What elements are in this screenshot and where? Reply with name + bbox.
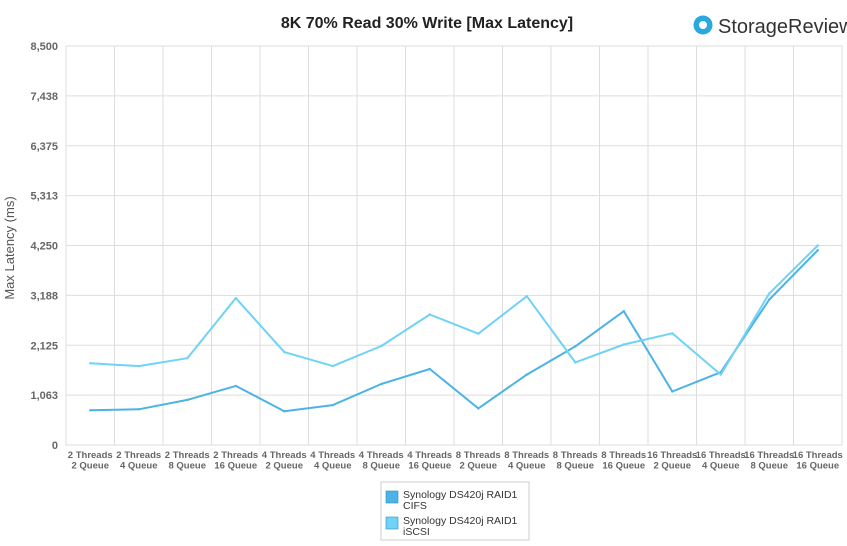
data-point [768,298,771,301]
data-point [380,344,383,348]
data-point [525,373,528,376]
data-point [186,398,189,402]
x-tick-label: 8 Threads 4 Queue [504,450,549,472]
x-tick-label: 2 Threads 8 Queue [165,450,210,472]
data-point [816,244,819,247]
y-tick-label: 6,375 [30,141,58,153]
data-point [234,384,237,388]
x-tick-label: 16 Threads 2 Queue [647,450,697,472]
chart-title: 8K 70% Read 30% Write [Max Latency] [281,15,573,32]
x-tick-label: 8 Threads 8 Queue [553,450,598,472]
data-point [137,364,140,368]
data-point [574,361,577,364]
data-point [477,332,480,335]
data-point [283,410,286,413]
data-point [283,350,286,354]
x-tick-label: 16 Threads 4 Queue [696,450,746,472]
x-tick-label: 4 Threads 2 Queue [262,450,307,472]
data-point [234,296,237,300]
data-point [816,249,819,252]
data-point [525,295,528,298]
data-point [89,409,92,412]
y-tick-label: 7,438 [30,91,58,103]
data-point [622,310,625,313]
data-point [671,332,674,335]
x-tick-label: 16 Threads 8 Queue [744,450,794,472]
x-tick-label: 8 Threads 2 Queue [456,450,501,472]
y-axis-label: Max Latency (ms) [2,196,17,299]
data-point [671,390,674,393]
series-line-1 [90,249,819,413]
y-tick-label: 2,125 [30,340,58,352]
data-point [331,403,334,407]
legend-swatch [385,516,399,530]
data-point [574,345,577,348]
legend-entry: Synology DS420j RAID1 iSCSI [403,515,518,538]
data-point [768,292,771,295]
x-tick-label: 2 Threads 16 Queue [213,450,258,472]
data-point [622,343,625,346]
data-point [331,364,334,368]
x-tick-label: 4 Threads 16 Queue [407,450,452,472]
x-tick-label: 2 Threads 4 Queue [116,450,161,472]
x-tick-label: 2 Threads 2 Queue [68,450,113,472]
x-tick-label: 16 Threads 16 Queue [793,450,843,472]
data-point [89,362,92,365]
data-point [137,408,140,411]
x-tick-label: 8 Threads 16 Queue [601,450,646,472]
y-tick-label: 5,313 [30,191,58,203]
series-lines [89,244,819,413]
grid [65,45,843,446]
legend-entry: Synology DS420j RAID1 CIFS [403,489,518,512]
y-tick-label: 1,063 [30,390,58,402]
data-point [380,382,383,386]
legend-swatch [385,490,399,504]
data-point [186,357,189,360]
brand-name: StorageReview [718,16,847,38]
y-tick-labels: 0 1,063 2,125 3,188 4,250 5,313 6,375 7,438 8,50… [30,41,58,452]
y-tick-label: 8,500 [30,41,58,53]
storagereview-logo-icon [693,15,713,35]
data-point [477,407,480,410]
data-point [428,313,431,316]
data-point [428,367,431,371]
brand-logo: StorageReview [693,15,847,38]
legend-box [380,481,530,541]
y-tick-label: 3,188 [30,290,58,302]
x-tick-label: 4 Threads 8 Queue [359,450,404,472]
y-tick-label: 0 [52,440,58,452]
y-tick-label: 4,250 [30,241,58,253]
data-point [719,373,722,376]
series-line-2 [90,244,819,376]
x-tick-label: 4 Threads 4 Queue [310,450,355,472]
legend: Synology DS420j RAID1 CIFS Synology DS420j… [380,481,530,541]
